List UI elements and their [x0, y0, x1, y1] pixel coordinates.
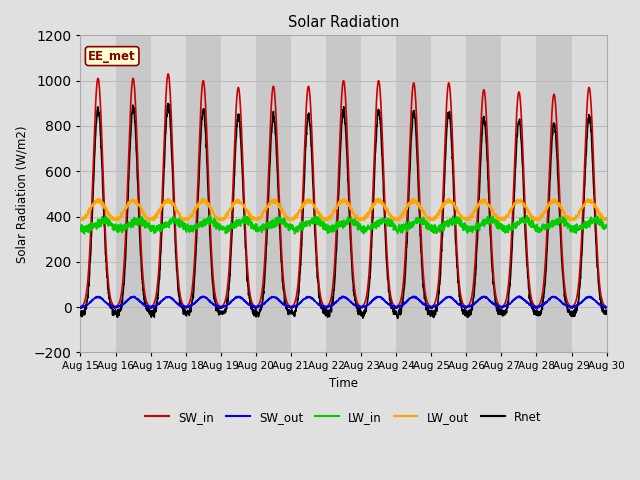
Rnet	[77, 310, 84, 316]
SW_out	[339, 293, 347, 299]
SW_in	[556, 205, 564, 211]
LW_in	[77, 225, 84, 231]
LW_in	[81, 231, 88, 237]
Bar	[221, 36, 256, 352]
LW_in	[205, 213, 213, 218]
Line: SW_out: SW_out	[81, 296, 606, 308]
SW_out	[571, 303, 579, 309]
Rnet	[223, 302, 231, 308]
Rnet	[557, 229, 564, 235]
Rnet	[602, 308, 610, 313]
Bar	[116, 36, 150, 352]
Rnet	[497, 307, 504, 313]
Line: SW_in: SW_in	[81, 74, 606, 307]
Bar	[431, 36, 467, 352]
Bar	[396, 36, 431, 352]
Y-axis label: Solar Radiation (W/m2): Solar Radiation (W/m2)	[15, 125, 28, 263]
LW_in	[571, 228, 579, 234]
LW_out	[497, 217, 504, 223]
Rnet	[358, 310, 366, 316]
SW_in	[164, 71, 172, 77]
Bar	[501, 36, 536, 352]
SW_out	[557, 299, 564, 304]
SW_out	[358, 304, 366, 310]
Text: EE_met: EE_met	[88, 49, 136, 62]
LW_out	[370, 202, 378, 208]
LW_in	[557, 218, 564, 224]
SW_in	[358, 303, 366, 309]
SW_out	[602, 304, 610, 310]
SW_out	[534, 305, 541, 311]
LW_in	[359, 229, 367, 235]
LW_out	[571, 215, 579, 221]
SW_in	[370, 159, 378, 165]
Line: LW_in: LW_in	[81, 216, 606, 234]
SW_out	[497, 304, 504, 310]
LW_in	[602, 222, 610, 228]
LW_out	[223, 214, 231, 219]
LW_out	[358, 215, 366, 221]
SW_in	[77, 304, 84, 310]
Bar	[536, 36, 572, 352]
Bar	[186, 36, 221, 352]
Line: Rnet: Rnet	[81, 104, 606, 318]
LW_out	[77, 217, 84, 223]
SW_out	[77, 305, 84, 311]
LW_in	[497, 221, 504, 227]
Line: LW_out: LW_out	[81, 198, 606, 220]
SW_in	[571, 301, 579, 307]
Rnet	[394, 315, 401, 321]
Rnet	[571, 312, 579, 318]
Rnet	[370, 184, 378, 190]
Legend: SW_in, SW_out, LW_in, LW_out, Rnet: SW_in, SW_out, LW_in, LW_out, Rnet	[141, 406, 547, 428]
Bar	[291, 36, 326, 352]
LW_out	[375, 195, 383, 201]
Bar	[150, 36, 186, 352]
X-axis label: Time: Time	[329, 377, 358, 390]
SW_out	[223, 301, 231, 307]
Title: Solar Radiation: Solar Radiation	[288, 15, 399, 30]
Rnet	[164, 101, 172, 107]
SW_in	[602, 304, 610, 310]
Bar	[361, 36, 396, 352]
LW_out	[602, 217, 610, 223]
Bar	[572, 36, 607, 352]
LW_out	[556, 203, 564, 209]
LW_in	[224, 225, 232, 230]
LW_in	[371, 224, 378, 230]
Bar	[467, 36, 501, 352]
Bar	[81, 36, 116, 352]
Bar	[256, 36, 291, 352]
SW_in	[497, 303, 504, 309]
SW_out	[370, 297, 378, 302]
SW_in	[223, 286, 231, 292]
Bar	[326, 36, 361, 352]
